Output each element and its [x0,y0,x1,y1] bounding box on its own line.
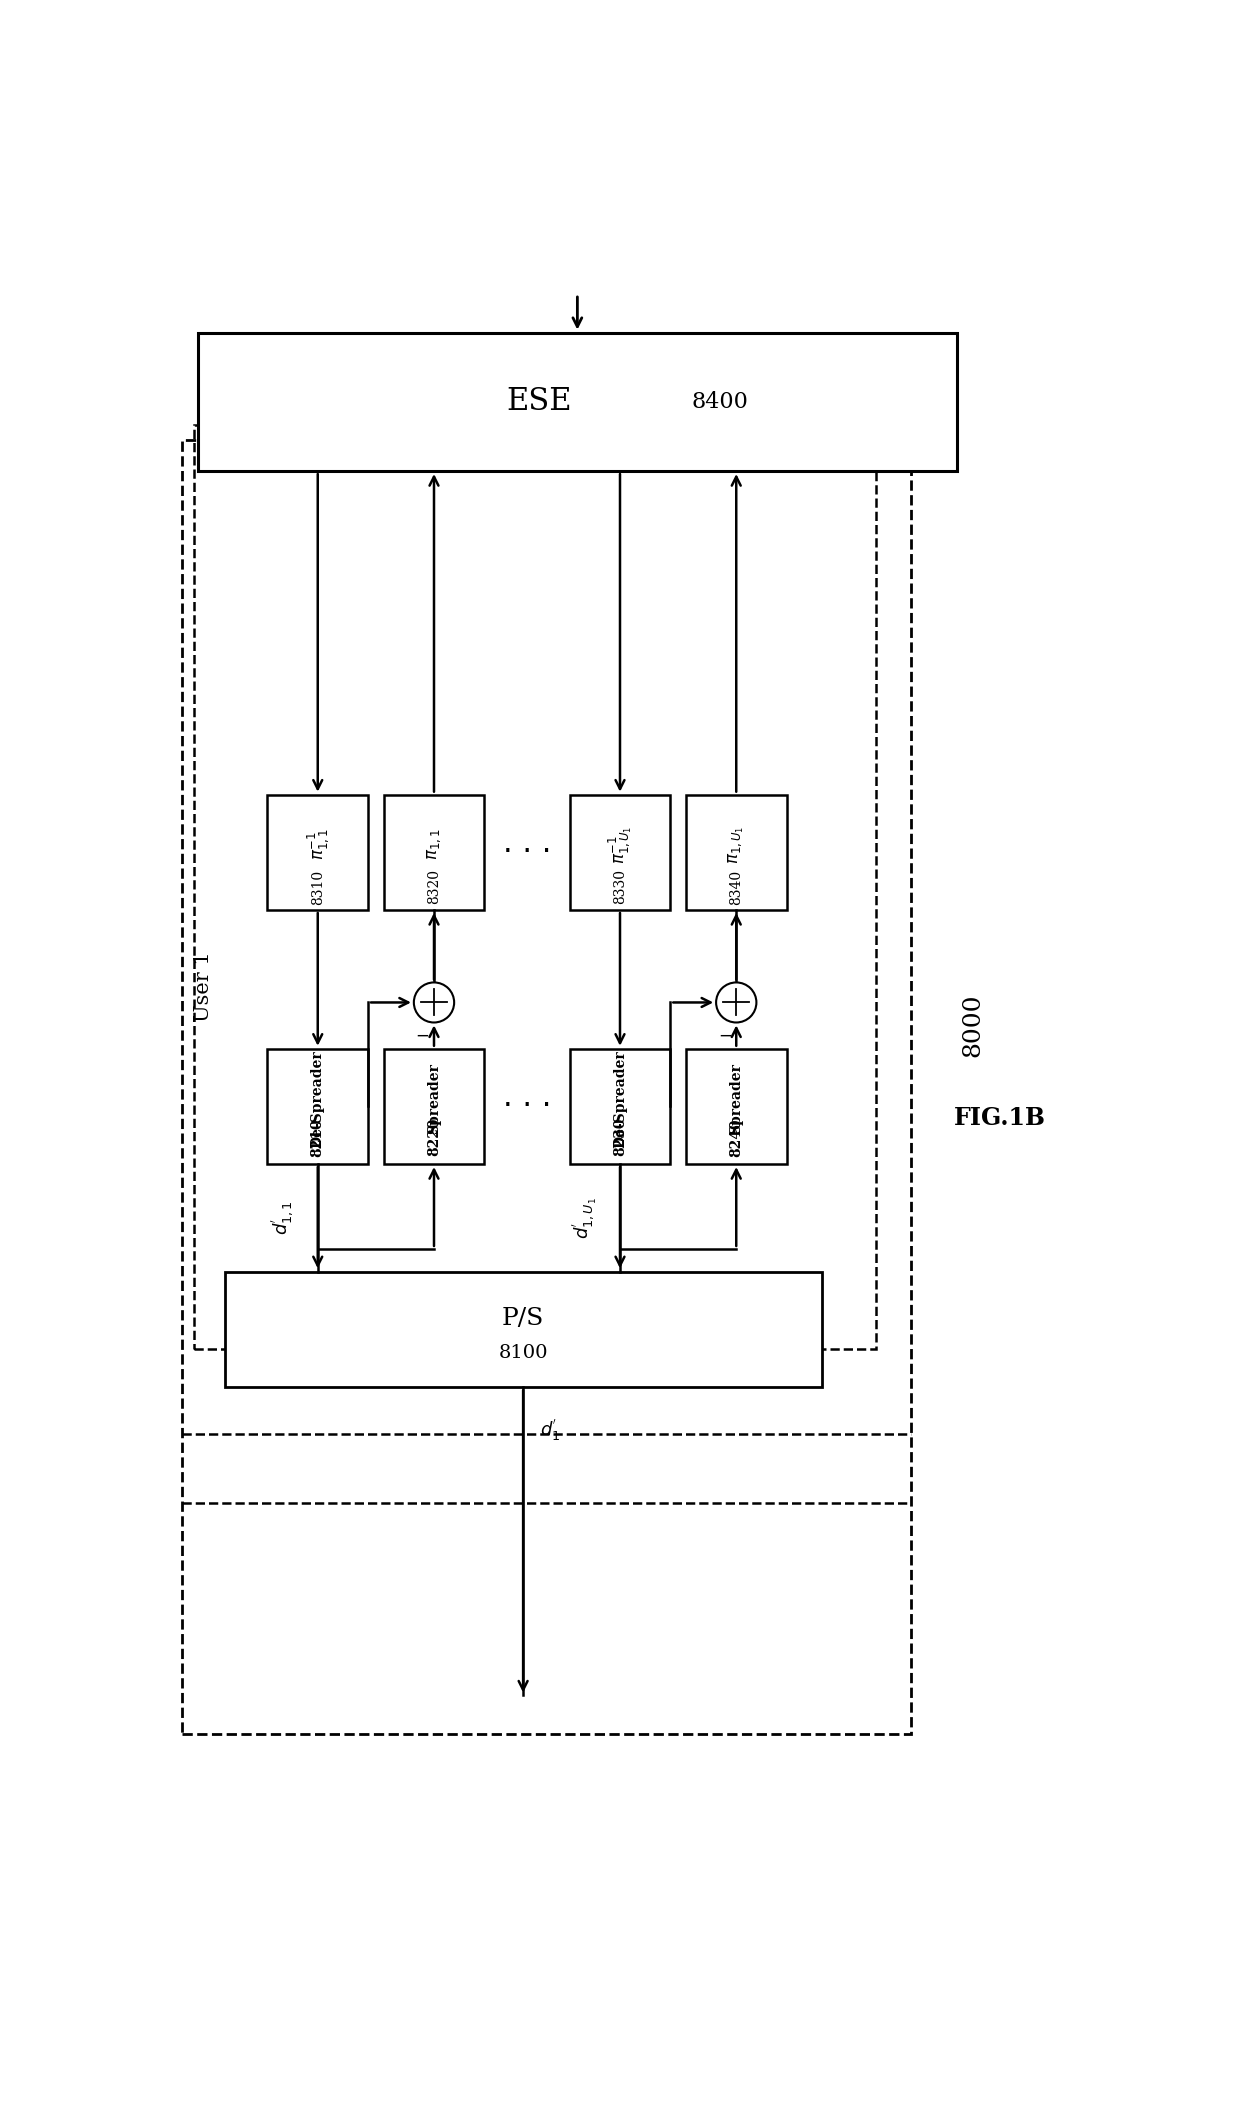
FancyBboxPatch shape [686,795,786,911]
FancyBboxPatch shape [569,795,671,911]
Text: 8340: 8340 [729,869,743,905]
Circle shape [717,983,756,1023]
Text: User 1: User 1 [193,951,212,1023]
Text: 8240: 8240 [729,1117,743,1157]
Text: De-Spreader: De-Spreader [311,1050,325,1147]
FancyBboxPatch shape [383,1048,485,1164]
FancyBboxPatch shape [686,1048,786,1164]
Text: FIG.1B: FIG.1B [954,1107,1045,1130]
FancyBboxPatch shape [569,1048,671,1164]
Text: $d_{1,1}^{'}$: $d_{1,1}^{'}$ [269,1201,296,1235]
Text: 8100: 8100 [498,1344,548,1361]
Text: 8330: 8330 [613,869,627,905]
Text: $\pi_{1,U_1}^{-1}$: $\pi_{1,U_1}^{-1}$ [606,825,634,865]
Text: · · ·: · · · [502,837,552,867]
Text: P/S: P/S [502,1307,544,1330]
Text: $\pi_{1,1}$: $\pi_{1,1}$ [425,829,443,861]
Text: 8000: 8000 [961,993,985,1058]
Text: ESE: ESE [507,387,572,417]
Text: $\pi_{1,U_1}$: $\pi_{1,U_1}$ [727,825,745,865]
Text: 8400: 8400 [692,391,748,412]
Text: 8220: 8220 [427,1117,441,1157]
Text: $\pi_{1,1}^{-1}$: $\pi_{1,1}^{-1}$ [305,829,331,861]
Circle shape [414,983,454,1023]
Text: $d_1^{'}$: $d_1^{'}$ [541,1416,560,1443]
Text: 8230: 8230 [613,1117,627,1157]
Text: 8310: 8310 [311,869,325,905]
Text: $d_{1,U_1}^{'}$: $d_{1,U_1}^{'}$ [572,1197,599,1239]
Text: 8320: 8320 [427,869,441,905]
FancyBboxPatch shape [268,795,368,911]
FancyBboxPatch shape [197,332,957,471]
Text: Spreader: Spreader [427,1063,441,1134]
FancyBboxPatch shape [224,1273,821,1387]
FancyBboxPatch shape [383,795,485,911]
Text: Spreader: Spreader [729,1063,743,1134]
FancyBboxPatch shape [268,1048,368,1164]
Text: De-Spreader: De-Spreader [613,1050,627,1147]
Text: $-$: $-$ [415,1027,429,1044]
Text: $-$: $-$ [718,1027,732,1044]
Text: 8210: 8210 [311,1117,325,1157]
Text: · · ·: · · · [502,1092,552,1121]
